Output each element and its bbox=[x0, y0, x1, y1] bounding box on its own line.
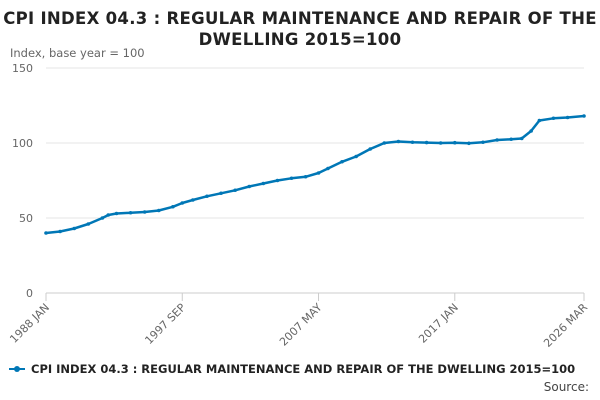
data-point bbox=[326, 166, 330, 171]
data-point bbox=[565, 115, 570, 120]
data-point bbox=[316, 171, 321, 175]
data-point bbox=[340, 159, 344, 164]
data-point bbox=[171, 204, 175, 209]
data-point bbox=[537, 118, 542, 123]
data-point bbox=[72, 226, 76, 231]
data-point bbox=[438, 141, 443, 145]
x-axis: 1988 JAN 1997 SEP 2007 MAY 2017 JAN 2026 MAR bbox=[7, 292, 590, 350]
data-point bbox=[191, 198, 195, 202]
x-tick-label: 2017 JAN bbox=[416, 301, 461, 346]
data-point bbox=[289, 176, 294, 181]
x-tick-label: 2026 MAR bbox=[541, 301, 590, 350]
data-point bbox=[261, 181, 266, 186]
data-point bbox=[156, 208, 161, 213]
data-point bbox=[142, 210, 147, 214]
data-point bbox=[58, 229, 62, 234]
data-point bbox=[424, 140, 429, 145]
source-label: Source: bbox=[543, 380, 589, 394]
data-point bbox=[100, 216, 105, 220]
data-point bbox=[509, 137, 513, 142]
y-tick-label: 100 bbox=[12, 137, 33, 150]
y-tick-label: 50 bbox=[19, 212, 33, 225]
data-point bbox=[467, 141, 471, 146]
data-point bbox=[354, 154, 358, 159]
y-tick-label: 150 bbox=[12, 62, 33, 75]
x-tick-label: 1988 JAN bbox=[7, 301, 52, 346]
data-point bbox=[582, 114, 586, 118]
legend[interactable]: CPI INDEX 04.3 : REGULAR MAINTENANCE AND… bbox=[9, 362, 575, 376]
data-point bbox=[396, 139, 401, 144]
data-point bbox=[529, 129, 533, 133]
data-point bbox=[128, 210, 133, 215]
data-point bbox=[368, 147, 373, 151]
chart-title: CPI INDEX 04.3 : REGULAR MAINTENANCE AND… bbox=[3, 9, 597, 49]
data-point bbox=[495, 138, 499, 142]
data-point bbox=[180, 201, 185, 205]
data-point bbox=[481, 140, 485, 145]
data-point bbox=[86, 222, 91, 226]
legend-label: CPI INDEX 04.3 : REGULAR MAINTENANCE AND… bbox=[31, 362, 576, 376]
y-axis-label: Index, base year = 100 bbox=[10, 46, 145, 60]
data-point bbox=[519, 136, 524, 141]
data-point bbox=[410, 140, 415, 145]
data-point bbox=[106, 213, 111, 217]
data-point bbox=[303, 174, 308, 179]
y-tick-labels: 0 50 100 150 bbox=[12, 62, 33, 300]
data-point bbox=[44, 231, 48, 235]
legend-swatch-icon bbox=[9, 366, 25, 372]
data-point bbox=[205, 194, 209, 199]
data-point bbox=[247, 184, 252, 189]
data-point bbox=[233, 188, 237, 193]
data-point bbox=[382, 141, 387, 145]
x-tick-label: 1997 SEP bbox=[142, 301, 188, 347]
gridlines bbox=[46, 67, 584, 219]
series-lines bbox=[44, 114, 586, 235]
y-tick-label: 0 bbox=[26, 287, 33, 300]
series-line bbox=[44, 114, 586, 235]
data-point bbox=[275, 178, 280, 183]
data-point bbox=[114, 211, 119, 216]
data-point bbox=[219, 191, 223, 196]
x-tick-label: 2007 MAY bbox=[277, 301, 325, 349]
data-point bbox=[551, 116, 556, 121]
data-point bbox=[452, 140, 457, 145]
